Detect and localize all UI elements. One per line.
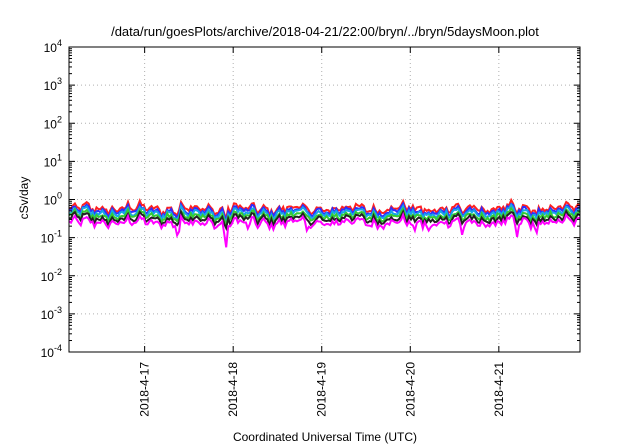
series-line [68, 203, 581, 227]
grid [69, 47, 580, 352]
y-tick-label: 10-3 [41, 305, 62, 322]
x-tick-label: 2018-4-19 [315, 362, 329, 417]
y-tick-label: 103 [44, 76, 62, 93]
series-line [68, 206, 581, 228]
x-axis-label: Coordinated Universal Time (UTC) [233, 430, 417, 444]
y-tick-label: 100 [44, 191, 62, 208]
y-tick-label: 10-1 [41, 229, 62, 246]
y-tick-label: 101 [44, 152, 62, 169]
series-group [68, 197, 581, 248]
series-line [68, 208, 581, 232]
x-tick-label: 2018-4-17 [138, 362, 152, 417]
ticks: 10-4 10-3 10-2 10-1 100 101 102 103 104 2018-4-17… [41, 38, 580, 417]
y-tick-label: 104 [44, 38, 62, 55]
y-tick-label: 102 [44, 114, 62, 131]
series-line [68, 211, 581, 248]
y-tick-label: 10-2 [41, 267, 62, 284]
y-axis-label: cSv/day [17, 177, 31, 220]
y-tick-label: 10-4 [41, 343, 62, 360]
x-tick-label: 2018-4-20 [403, 362, 417, 417]
x-tick-label: 2018-4-18 [226, 362, 240, 417]
chart-title: /data/run/goesPlots/archive/2018-04-21/2… [111, 24, 539, 39]
series-line [68, 197, 581, 223]
x-tick-label: 2018-4-21 [492, 362, 506, 417]
